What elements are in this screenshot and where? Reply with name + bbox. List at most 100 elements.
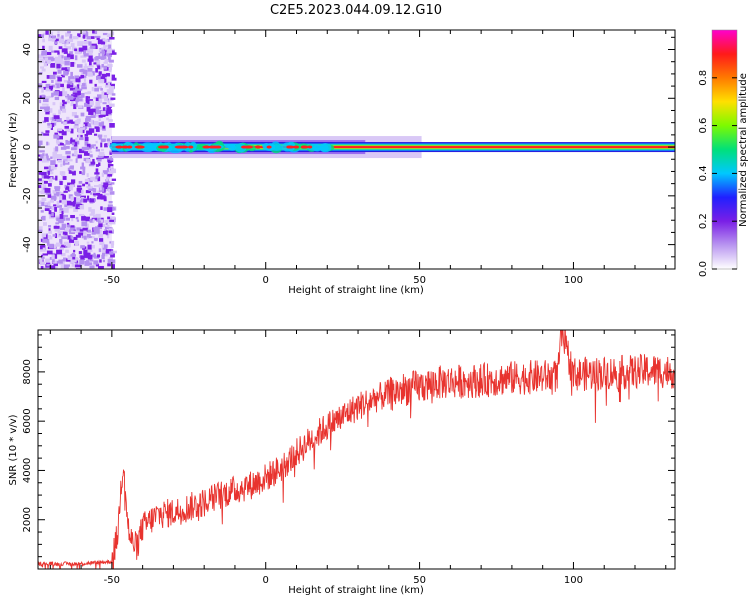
noise-speck [67, 83, 74, 88]
noise-speck [83, 49, 87, 55]
snr-y-tick-label: 6000 [22, 408, 33, 433]
carrier-bump [227, 144, 237, 151]
noise-speck [65, 145, 70, 149]
carrier-peak [121, 145, 129, 149]
noise-speck [60, 264, 64, 269]
noise-speck [92, 193, 98, 196]
noise-speck [80, 74, 85, 79]
spectrogram-x-axis-label: Height of straight line (km) [288, 285, 424, 296]
noise-speck [47, 193, 52, 198]
noise-speck [105, 249, 112, 254]
noise-speck [84, 260, 90, 266]
noise-speck [95, 127, 100, 132]
snr-y-axis-label: SNR (10 * v/v) [8, 414, 19, 485]
noise-speck [84, 198, 90, 202]
noise-speck [48, 210, 52, 215]
noise-speck [44, 57, 49, 62]
noise-speck [111, 212, 115, 215]
noise-speck [66, 84, 71, 89]
noise-speck [107, 160, 112, 164]
noise-speck [97, 176, 101, 182]
noise-speck [56, 249, 63, 255]
noise-speck [47, 122, 51, 126]
noise-speck [94, 237, 98, 242]
carrier-peak [215, 145, 222, 149]
snr-x-tick-label: 50 [413, 575, 426, 586]
noise-speck [45, 83, 51, 89]
noise-speck [75, 158, 78, 163]
noise-speck [61, 67, 68, 71]
noise-speck [97, 155, 103, 159]
noise-speck [63, 80, 69, 83]
noise-speck [46, 59, 51, 64]
noise-speck [89, 79, 93, 84]
noise-speck [49, 256, 53, 260]
noise-speck [89, 154, 93, 158]
noise-speck [108, 86, 115, 90]
noise-speck [94, 105, 97, 110]
noise-speck [77, 41, 83, 47]
noise-speck [97, 65, 101, 70]
colorbar-tick-label: 0.4 [698, 165, 709, 181]
noise-speck [85, 117, 91, 122]
noise-speck [88, 46, 94, 52]
spectrogram-panel: -50 0 50 100 -40 -20 0 20 40 Height of straight … [8, 29, 676, 296]
spectrogram-frame [37, 29, 676, 270]
noise-speck [70, 202, 76, 207]
noise-speck [38, 141, 41, 147]
noise-speck [48, 228, 51, 233]
noise-speck [107, 100, 110, 104]
noise-speck [53, 177, 56, 180]
noise-speck [83, 151, 90, 156]
noise-speck [82, 30, 86, 34]
noise-speck [38, 229, 43, 233]
noise-speck [94, 83, 97, 87]
noise-speck [81, 215, 85, 218]
noise-speck [51, 254, 55, 260]
noise-speck [83, 77, 86, 82]
spectrogram-x-tick-label: 50 [413, 275, 426, 286]
noise-speck [102, 230, 108, 235]
noise-speck [56, 154, 63, 160]
noise-speck [39, 58, 44, 63]
noise-speck [74, 49, 81, 55]
noise-speck [100, 126, 104, 131]
noise-speck [75, 192, 81, 195]
noise-speck [41, 68, 46, 72]
noise-speck [95, 213, 101, 219]
noise-speck [95, 106, 100, 110]
noise-speck [61, 35, 64, 39]
noise-speck [102, 223, 106, 228]
noise-speck [39, 245, 43, 250]
noise-speck [44, 166, 49, 170]
noise-speck [71, 179, 76, 184]
noise-speck [38, 178, 42, 181]
noise-speck [79, 213, 85, 217]
noise-speck [98, 71, 102, 75]
noise-speck [69, 51, 73, 55]
noise-speck [76, 118, 81, 123]
noise-speck [46, 241, 50, 246]
noise-speck [101, 73, 107, 78]
noise-speck [58, 59, 62, 65]
noise-speck [109, 66, 113, 71]
noise-speck [69, 185, 73, 191]
noise-speck [85, 216, 90, 222]
noise-speck [42, 98, 49, 103]
noise-speck [76, 97, 80, 100]
noise-speck [40, 247, 46, 252]
carrier-band [111, 146, 675, 149]
noise-speck [62, 160, 66, 166]
noise-speck [80, 112, 85, 117]
noise-speck [43, 86, 46, 90]
noise-speck [54, 253, 58, 259]
noise-speck [103, 44, 109, 48]
noise-speck [45, 110, 50, 115]
noise-speck [71, 168, 74, 172]
noise-speck [97, 193, 103, 199]
noise-speck [100, 148, 104, 152]
noise-speck [52, 102, 56, 106]
noise-speck [97, 220, 101, 224]
spectrogram-x-tick-label: 100 [564, 275, 583, 286]
noise-speck [64, 66, 70, 72]
